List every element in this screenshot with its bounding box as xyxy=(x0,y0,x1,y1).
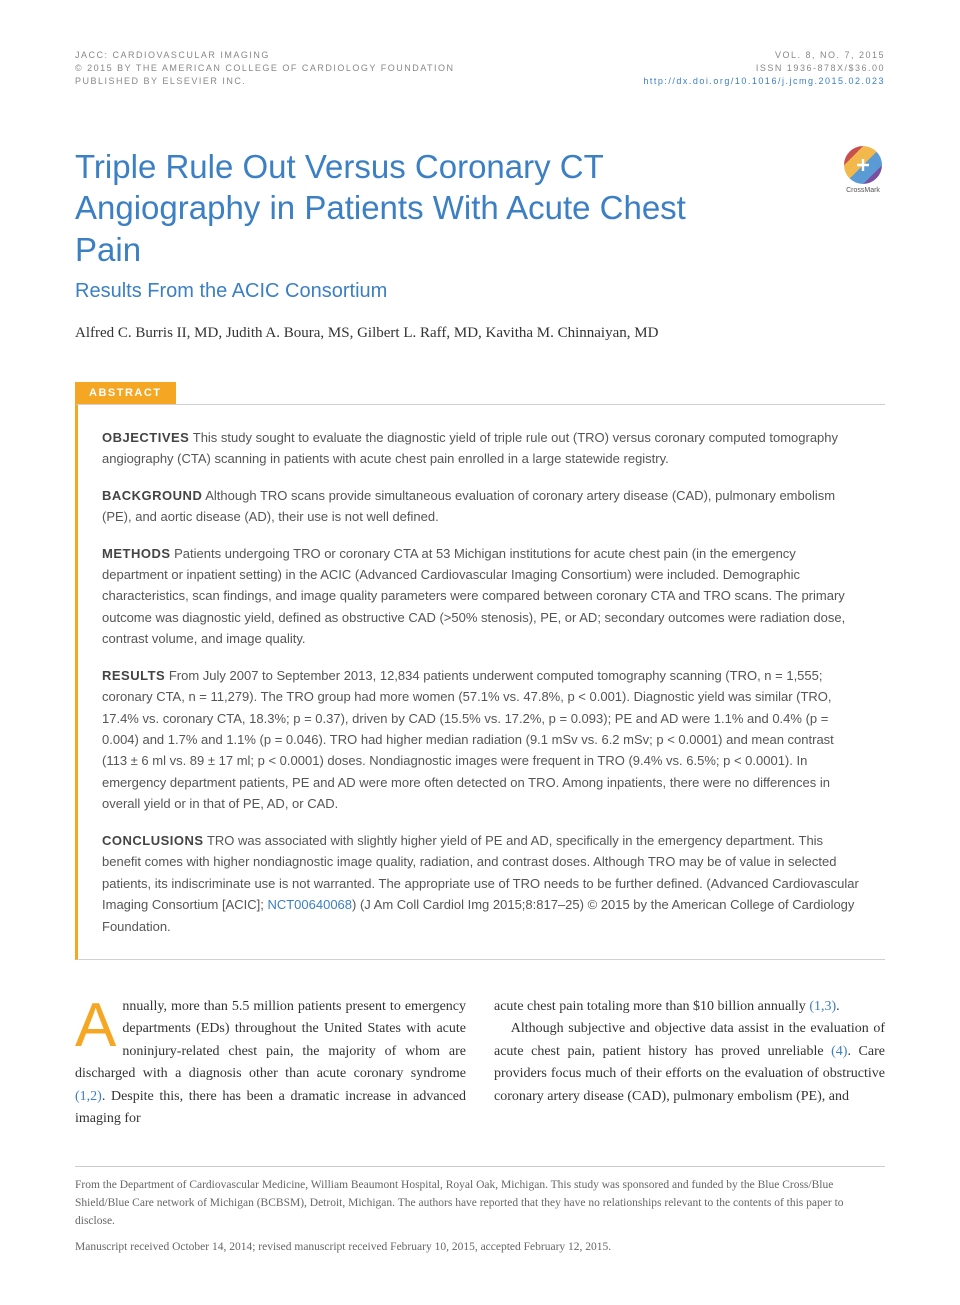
publisher: PUBLISHED BY ELSEVIER INC. xyxy=(75,76,246,86)
body-p3: Although subjective and objective data a… xyxy=(494,1018,885,1108)
authors: Alfred C. Burris II, MD, Judith A. Boura… xyxy=(75,325,885,342)
body-p1-after: . Despite this, there has been a dramati… xyxy=(75,1089,466,1126)
header-row-3: PUBLISHED BY ELSEVIER INC. http://dx.doi… xyxy=(75,76,885,86)
journal-name: JACC: CARDIOVASCULAR IMAGING xyxy=(75,50,270,60)
objectives-text: This study sought to evaluate the diagno… xyxy=(102,430,838,466)
crossmark-badge[interactable]: CrossMark xyxy=(841,146,885,200)
abstract-badge: ABSTRACT xyxy=(75,382,176,404)
results-label: RESULTS xyxy=(102,668,165,683)
crossmark-icon xyxy=(844,146,882,184)
issn: ISSN 1936-878X/$36.00 xyxy=(756,63,885,73)
body-p1-before: nnually, more than 5.5 million patients … xyxy=(75,999,466,1081)
abstract-background: BACKGROUND Although TRO scans provide si… xyxy=(102,485,861,528)
manuscript-dates: Manuscript received October 14, 2014; re… xyxy=(75,1239,885,1257)
article-subtitle: Results From the ACIC Consortium xyxy=(75,280,885,303)
footer-rule xyxy=(75,1166,885,1167)
body-columns: Annually, more than 5.5 million patients… xyxy=(75,996,885,1130)
crossmark-label: CrossMark xyxy=(846,187,880,194)
body-p2-before: acute chest pain totaling more than $10 … xyxy=(494,999,809,1014)
nct-link[interactable]: NCT00640068 xyxy=(267,897,352,912)
ref-1-2[interactable]: (1,2) xyxy=(75,1089,102,1104)
copyright: © 2015 BY THE AMERICAN COLLEGE OF CARDIO… xyxy=(75,63,455,73)
objectives-label: OBJECTIVES xyxy=(102,430,189,445)
header-row-1: JACC: CARDIOVASCULAR IMAGING VOL. 8, NO.… xyxy=(75,50,885,60)
affiliation: From the Department of Cardiovascular Me… xyxy=(75,1177,885,1230)
methods-text: Patients undergoing TRO or coronary CTA … xyxy=(102,546,845,647)
article-title: Triple Rule Out Versus Coronary CT Angio… xyxy=(75,146,695,270)
ref-1-3[interactable]: (1,3) xyxy=(809,999,836,1014)
body-column-right: acute chest pain totaling more than $10 … xyxy=(494,996,885,1130)
volume-issue: VOL. 8, NO. 7, 2015 xyxy=(775,50,885,60)
body-column-left: Annually, more than 5.5 million patients… xyxy=(75,996,466,1130)
abstract-objectives: OBJECTIVES This study sought to evaluate… xyxy=(102,427,861,470)
body-p1: Annually, more than 5.5 million patients… xyxy=(75,996,466,1130)
title-row: Triple Rule Out Versus Coronary CT Angio… xyxy=(75,146,885,280)
results-text: From July 2007 to September 2013, 12,834… xyxy=(102,668,834,812)
dropcap: A xyxy=(75,996,122,1053)
body-p3-before: Although subjective and objective data a… xyxy=(494,1021,885,1058)
background-text: Although TRO scans provide simultaneous … xyxy=(102,488,835,524)
abstract-results: RESULTS From July 2007 to September 2013… xyxy=(102,665,861,815)
body-p2-after: . xyxy=(836,999,840,1014)
background-label: BACKGROUND xyxy=(102,488,202,503)
doi-link[interactable]: http://dx.doi.org/10.1016/j.jcmg.2015.02… xyxy=(643,76,885,86)
abstract-box: OBJECTIVES This study sought to evaluate… xyxy=(75,404,885,960)
footer-text: From the Department of Cardiovascular Me… xyxy=(75,1177,885,1256)
abstract-conclusions: CONCLUSIONS TRO was associated with slig… xyxy=(102,830,861,937)
conclusions-label: CONCLUSIONS xyxy=(102,833,204,848)
header-row-2: © 2015 BY THE AMERICAN COLLEGE OF CARDIO… xyxy=(75,63,885,73)
ref-4[interactable]: (4) xyxy=(831,1044,847,1059)
methods-label: METHODS xyxy=(102,546,171,561)
abstract-methods: METHODS Patients undergoing TRO or coron… xyxy=(102,543,861,650)
body-p2: acute chest pain totaling more than $10 … xyxy=(494,996,885,1018)
journal-header: JACC: CARDIOVASCULAR IMAGING VOL. 8, NO.… xyxy=(75,50,885,86)
